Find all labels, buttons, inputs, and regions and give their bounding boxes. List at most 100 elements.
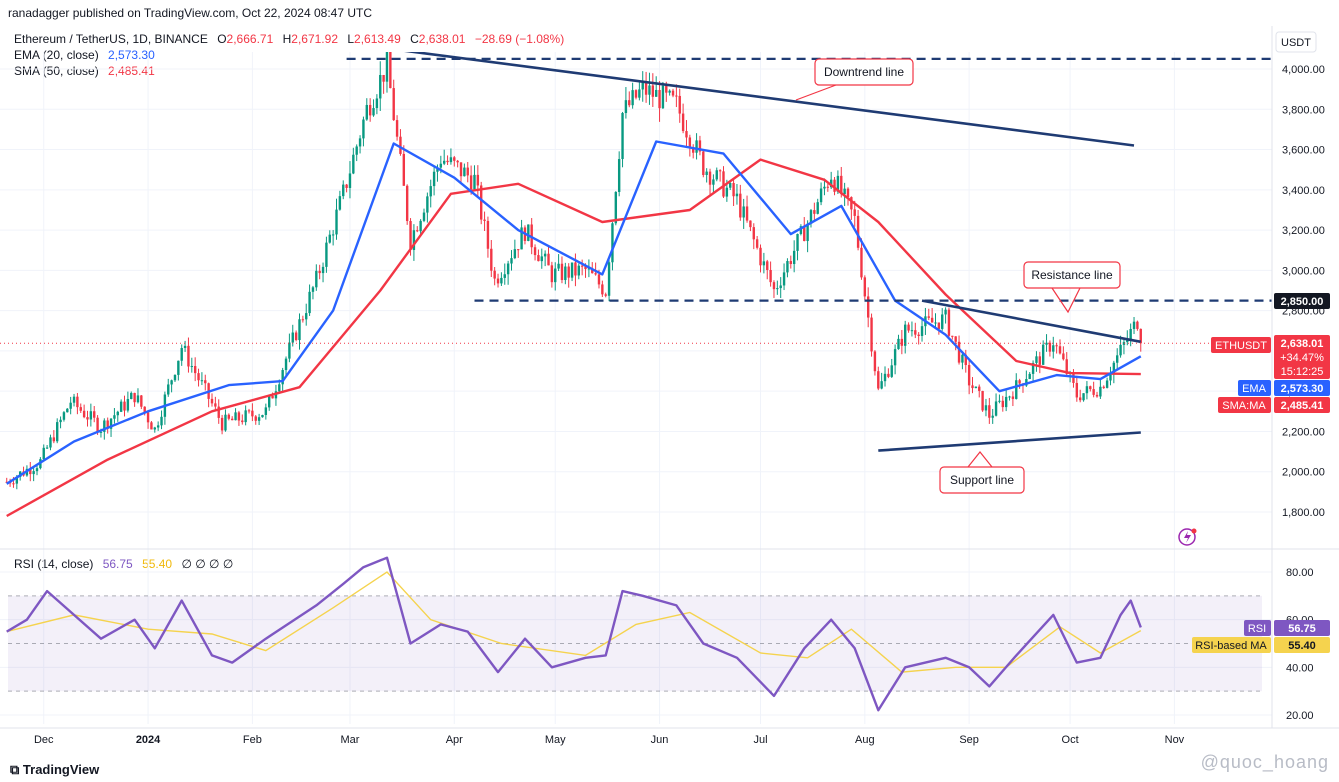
candle: [624, 87, 628, 119]
candle: [813, 202, 816, 221]
candle-body: [490, 248, 493, 271]
candle-body: [900, 338, 904, 346]
candle: [779, 277, 782, 299]
candle-body: [412, 230, 416, 250]
candle-body: [116, 411, 119, 416]
candle: [251, 403, 254, 422]
candle: [708, 168, 712, 197]
candle-body: [5, 481, 8, 483]
candle: [1004, 389, 1008, 412]
candle-body: [617, 159, 621, 192]
candle: [146, 410, 150, 429]
candle-body: [167, 384, 170, 395]
candle: [1001, 395, 1004, 412]
downtrend-callout[interactable]: Downtrend line: [795, 58, 914, 101]
last-price-tag: ETHUSDT 2,638.01 +34.47% 15:12:25: [1211, 335, 1330, 379]
candle: [453, 155, 456, 167]
candle-body: [752, 227, 755, 240]
candle: [254, 415, 257, 425]
candle-body: [1004, 396, 1008, 408]
candle: [365, 98, 368, 121]
candle: [422, 208, 426, 223]
candle-body: [695, 140, 698, 153]
candle: [712, 174, 715, 193]
candle-body: [1099, 386, 1102, 397]
legend-symbol: Ethereum / TetherUS, 1D, BINANCE O2,666.…: [14, 32, 565, 46]
legend-sma[interactable]: SMA (50, close) 2,485.41: [14, 63, 155, 79]
candle-body: [146, 412, 150, 423]
candle-body: [456, 160, 459, 163]
candle: [941, 308, 944, 331]
candle: [385, 52, 389, 93]
candle-body: [638, 89, 641, 98]
legend-ema[interactable]: EMA (20, close) 2,573.30: [14, 47, 155, 63]
candle: [429, 179, 432, 208]
lightning-icon[interactable]: [1178, 528, 1197, 546]
candle: [675, 84, 678, 108]
candle-body: [856, 215, 860, 248]
legend-rsi[interactable]: RSI (14, close) 56.75 55.40 ∅ ∅ ∅ ∅: [14, 556, 233, 572]
candle-body: [718, 170, 722, 172]
candle-body: [503, 274, 506, 278]
candle: [604, 292, 607, 298]
candle-body: [591, 268, 594, 274]
candle: [506, 260, 510, 285]
candle: [833, 177, 836, 196]
candle-body: [459, 162, 463, 177]
candle: [554, 262, 557, 291]
candle-body: [776, 288, 779, 290]
resistance-callout[interactable]: Resistance line: [1023, 261, 1121, 314]
time-tick-label: May: [545, 734, 566, 746]
candle: [718, 169, 722, 182]
candle: [173, 374, 177, 382]
candle-body: [62, 412, 66, 420]
candle-body: [678, 95, 681, 114]
currency-tag[interactable]: USDT: [1275, 31, 1317, 53]
candle: [1116, 348, 1119, 370]
candle: [1089, 385, 1092, 392]
candle-body: [49, 437, 52, 448]
support-callout[interactable]: Support line: [939, 451, 1025, 494]
rsi-line: [6, 556, 1142, 712]
candles: [5, 52, 1142, 490]
candle: [644, 71, 648, 103]
candle: [342, 180, 345, 200]
candle-body: [974, 386, 978, 389]
rsi-legend-value: 56.75: [102, 557, 133, 571]
candle-body: [426, 196, 429, 213]
candle-body: [665, 85, 668, 93]
candle: [268, 395, 271, 411]
candle: [1018, 378, 1021, 389]
last-symbol-label: ETHUSDT: [1215, 340, 1267, 352]
candle-body: [177, 360, 180, 375]
candle: [59, 416, 62, 429]
candle-body: [816, 202, 819, 214]
time-tick-label: Apr: [446, 734, 463, 746]
rsi-ma-line: [6, 571, 1142, 673]
price-tick-label: 4,000.00: [1282, 64, 1325, 76]
candle-body: [725, 187, 729, 197]
candle: [668, 89, 671, 96]
candle: [220, 414, 224, 435]
candle: [133, 392, 136, 407]
candle: [900, 329, 904, 355]
candle-body: [934, 322, 937, 324]
candle: [1058, 339, 1062, 355]
candle: [72, 393, 76, 407]
candle: [1136, 320, 1139, 331]
candle-body: [779, 285, 782, 289]
tradingview-brand[interactable]: ⧉ TradingView: [10, 762, 100, 777]
candle-body: [153, 427, 156, 430]
candle-body: [59, 419, 62, 423]
candle-body: [140, 395, 143, 407]
candle: [971, 377, 974, 394]
candle: [490, 240, 493, 278]
candle-body: [96, 417, 99, 433]
candle: [315, 264, 318, 291]
resistance-line: [921, 299, 1142, 344]
candle-body: [1095, 394, 1099, 397]
candle-body: [187, 345, 190, 367]
candle-body: [661, 85, 665, 109]
candle: [79, 403, 82, 413]
